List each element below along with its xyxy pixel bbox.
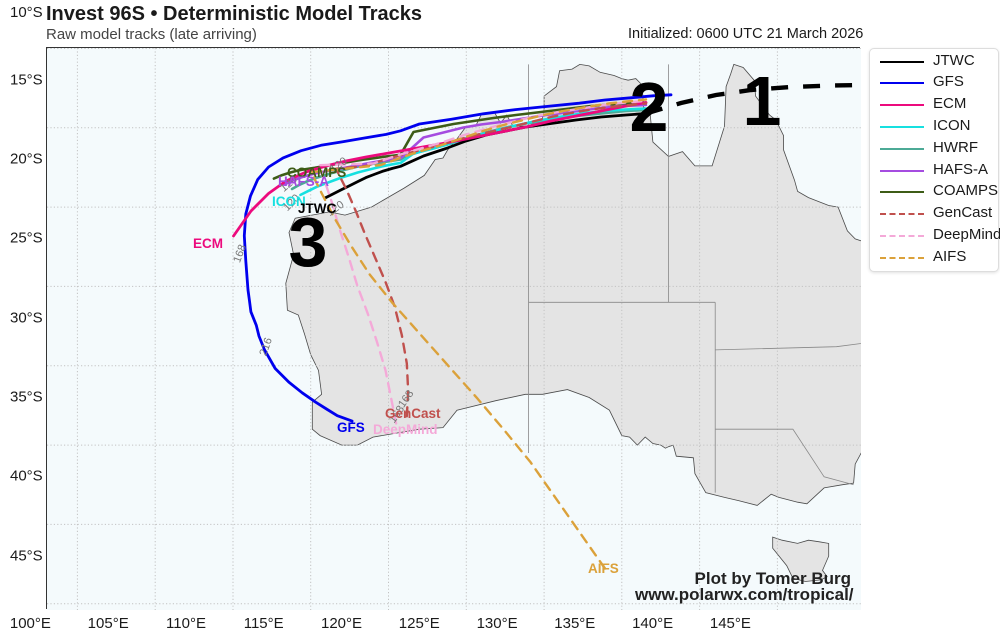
svg-text:2: 2 bbox=[630, 68, 669, 146]
svg-text:1: 1 bbox=[743, 62, 782, 140]
